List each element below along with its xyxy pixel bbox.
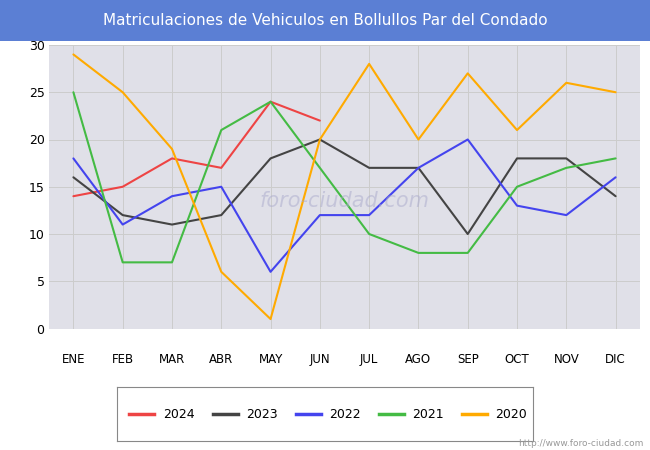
Text: 2023: 2023 — [246, 408, 278, 420]
Text: FEB: FEB — [112, 353, 134, 366]
Text: 2021: 2021 — [412, 408, 444, 420]
Text: MAR: MAR — [159, 353, 185, 366]
Text: 2024: 2024 — [162, 408, 194, 420]
Text: JUL: JUL — [360, 353, 378, 366]
Text: foro-ciudad.com: foro-ciudad.com — [259, 191, 430, 211]
Text: MAY: MAY — [259, 353, 283, 366]
Text: http://www.foro-ciudad.com: http://www.foro-ciudad.com — [518, 439, 644, 448]
Text: JUN: JUN — [309, 353, 330, 366]
Text: DIC: DIC — [605, 353, 626, 366]
Text: SEP: SEP — [457, 353, 478, 366]
Text: Matriculaciones de Vehiculos en Bollullos Par del Condado: Matriculaciones de Vehiculos en Bollullo… — [103, 13, 547, 28]
Text: ENE: ENE — [62, 353, 85, 366]
Text: ABR: ABR — [209, 353, 233, 366]
Text: AGO: AGO — [406, 353, 432, 366]
Text: NOV: NOV — [553, 353, 579, 366]
Text: OCT: OCT — [504, 353, 529, 366]
Text: 2022: 2022 — [329, 408, 361, 420]
Text: 2020: 2020 — [495, 408, 527, 420]
